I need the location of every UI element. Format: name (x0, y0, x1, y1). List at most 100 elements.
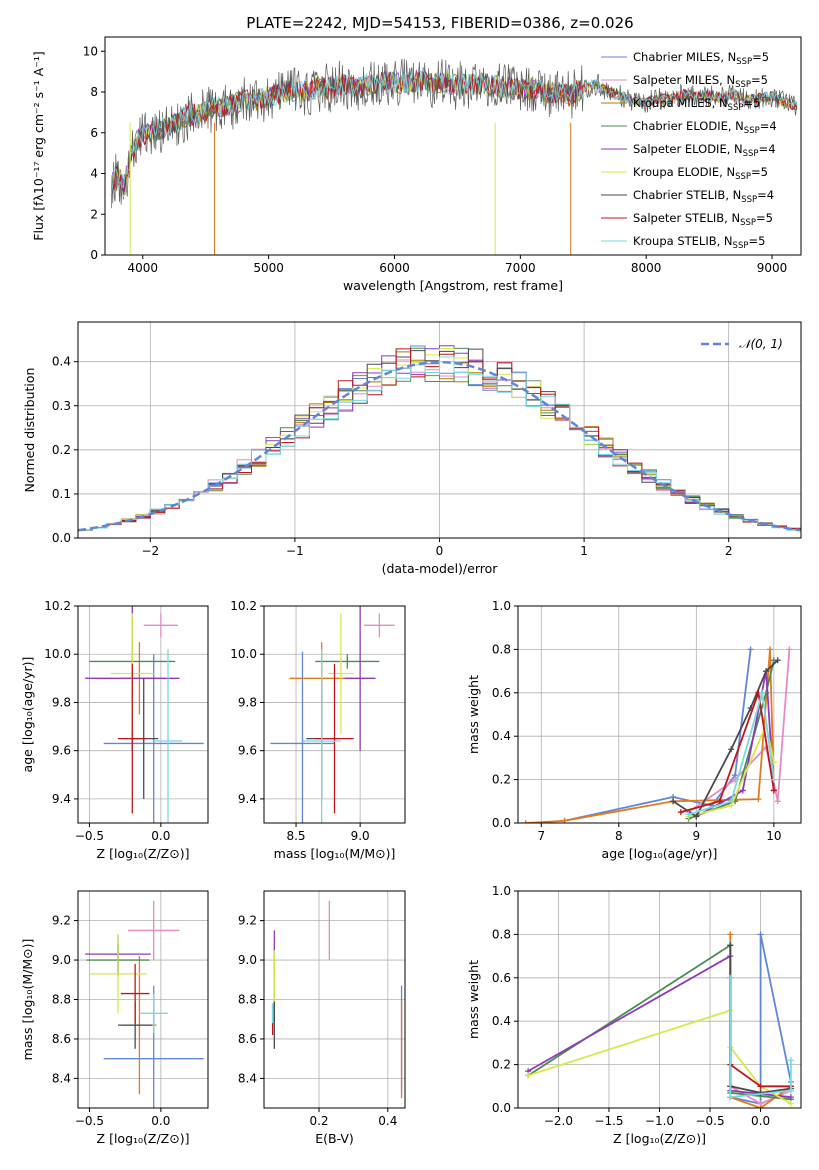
weight-marker (766, 646, 773, 653)
legend-entry: Chabrier STELIB, NSSP=4 (633, 188, 774, 205)
y-tick-label: 0.6 (492, 686, 511, 700)
y-tick-label: 9.8 (52, 695, 71, 709)
weight-marker (774, 798, 781, 805)
x-axis-label: (data-model)/error (382, 561, 499, 576)
y-tick-label: 9.6 (238, 744, 257, 758)
spectrum-series-line (110, 68, 798, 195)
x-tick-label: 6000 (379, 261, 410, 275)
weight-marker (685, 811, 692, 818)
age-vs-z-plot-area (85, 606, 204, 823)
x-tick-label: 0.0 (151, 829, 170, 843)
spectrum-series-line (110, 71, 798, 195)
legend-entry: Kroupa STELIB, NSSP=5 (633, 234, 765, 251)
x-tick-label: −1.5 (594, 1114, 623, 1128)
y-tick-label: 0.1 (52, 487, 71, 501)
legend-entry: Chabrier ELODIE, NSSP=4 (633, 119, 777, 136)
x-tick-label: 2 (725, 544, 733, 558)
weight-marker (757, 1083, 764, 1090)
legend-entry: Salpeter STELIB, NSSP=5 (633, 211, 773, 228)
y-tick-label: 10.2 (44, 599, 71, 613)
x-tick-label: 8.5 (286, 829, 305, 843)
weight-series-line (730, 934, 792, 1105)
figure-title: PLATE=2242, MJD=54153, FIBERID=0386, z=0… (246, 14, 633, 32)
x-tick-label: −1.0 (645, 1114, 674, 1128)
spectrum-panel: Chabrier MILES, NSSP=5 Salpeter MILES, NS… (31, 36, 802, 293)
y-tick-label: 9.2 (238, 914, 257, 928)
weight-marker (786, 646, 793, 653)
x-tick-label: −0.5 (695, 1114, 724, 1128)
x-tick-label: 1 (580, 544, 588, 558)
x-tick-label: 5000 (253, 261, 284, 275)
y-tick-label: 9.0 (238, 953, 257, 967)
y-tick-label: 8.4 (52, 1071, 71, 1085)
x-tick-label: 0.4 (378, 1114, 397, 1128)
y-tick-label: 0.0 (492, 1101, 511, 1115)
weight-marker (774, 657, 781, 664)
x-tick-label: 0.0 (751, 1114, 770, 1128)
mass-vs-ebv-plot-area (271, 900, 403, 1099)
y-tick-label: 9.0 (52, 953, 71, 967)
y-tick-label: 9.4 (238, 792, 257, 806)
spectrum-plot-area (110, 58, 798, 255)
x-tick-label: 10 (766, 829, 781, 843)
y-tick-label: 6 (90, 126, 98, 140)
y-tick-label: 0 (90, 248, 98, 262)
y-tick-label: 9.4 (52, 792, 71, 806)
weight-vs-age-panel: 7 8 9 10 0.0 0.2 0.4 0.6 0.8 1.0 age [log₁₀(age/yr… (466, 599, 802, 861)
weight-marker (525, 1072, 532, 1079)
residuals-panel: 𝒩(0, 1) −2 −1 0 1 2 0.0 0.1 0.2 0.3 0.4 (data-model… (22, 321, 802, 576)
y-tick-label: 9.2 (52, 914, 71, 928)
y-axis-label: mass weight (466, 960, 481, 1039)
y-tick-label: 10.2 (230, 599, 257, 613)
weight-series-line (688, 722, 775, 818)
y-tick-label: 8.6 (52, 1032, 71, 1046)
x-tick-label: −2 (141, 544, 159, 558)
x-tick-label: 9000 (757, 261, 788, 275)
y-tick-label: 9.8 (238, 695, 257, 709)
y-tick-label: 8.8 (52, 993, 71, 1007)
weight-marker (727, 942, 734, 949)
weight-marker (763, 668, 770, 675)
y-tick-label: 2 (90, 207, 98, 221)
weight-marker (757, 931, 764, 938)
x-tick-label: 4000 (127, 261, 158, 275)
y-tick-label: 0.0 (52, 531, 71, 545)
y-tick-label: 8.4 (238, 1071, 257, 1085)
weight-series-line (729, 977, 792, 1099)
x-tick-label: 0 (436, 544, 444, 558)
weight-marker (759, 689, 766, 696)
weight-marker (755, 796, 762, 803)
y-tick-label: 1.0 (492, 599, 511, 613)
y-tick-label: 8 (90, 85, 98, 99)
weight-vs-z-panel: −2.0 −1.5 −1.0 −0.5 0.0 0.0 0.2 0.4 0.6 0.8 1.0 Z [… (466, 884, 802, 1146)
spectrum-frame (104, 36, 802, 256)
y-axis-label: mass weight (466, 675, 481, 754)
weight-marker (693, 813, 700, 820)
age-vs-mass-frame (263, 605, 406, 824)
x-tick-label: 9.0 (351, 829, 370, 843)
age-vs-mass-panel: 8.5 9.0 9.4 9.6 9.8 10.0 10.2 mass [log₁₀(M/M⊙)… (230, 599, 406, 861)
x-tick-label: −2.0 (544, 1114, 573, 1128)
weight-marker (727, 931, 734, 938)
x-tick-label: −0.5 (75, 829, 104, 843)
weight-marker (770, 787, 777, 794)
weight-marker (739, 787, 746, 794)
legend-entry: 𝒩(0, 1) (739, 337, 783, 351)
legend-entry: Salpeter MILES, NSSP=5 (633, 73, 768, 90)
residuals-plot-area (78, 345, 801, 532)
x-tick-label: 7 (537, 829, 545, 843)
weight-series-line (680, 692, 775, 813)
weight-marker (727, 974, 734, 981)
age-vs-z-frame (77, 605, 209, 824)
weight-marker (728, 798, 735, 805)
histogram-series (78, 356, 801, 531)
gaussian-curve (78, 360, 801, 532)
x-tick-label: 0.2 (309, 1114, 328, 1128)
x-tick-label: −1 (286, 544, 304, 558)
y-tick-label: 0.4 (492, 1014, 511, 1028)
legend-entry: Salpeter ELODIE, NSSP=4 (633, 142, 776, 159)
y-axis-label: Normed distribution (22, 368, 37, 493)
y-tick-label: 1.0 (492, 884, 511, 898)
y-tick-label: 4 (90, 167, 98, 181)
y-axis-label: Flux [fλ10⁻¹⁷ erg cm⁻² s⁻¹ A⁻¹] (31, 51, 46, 240)
